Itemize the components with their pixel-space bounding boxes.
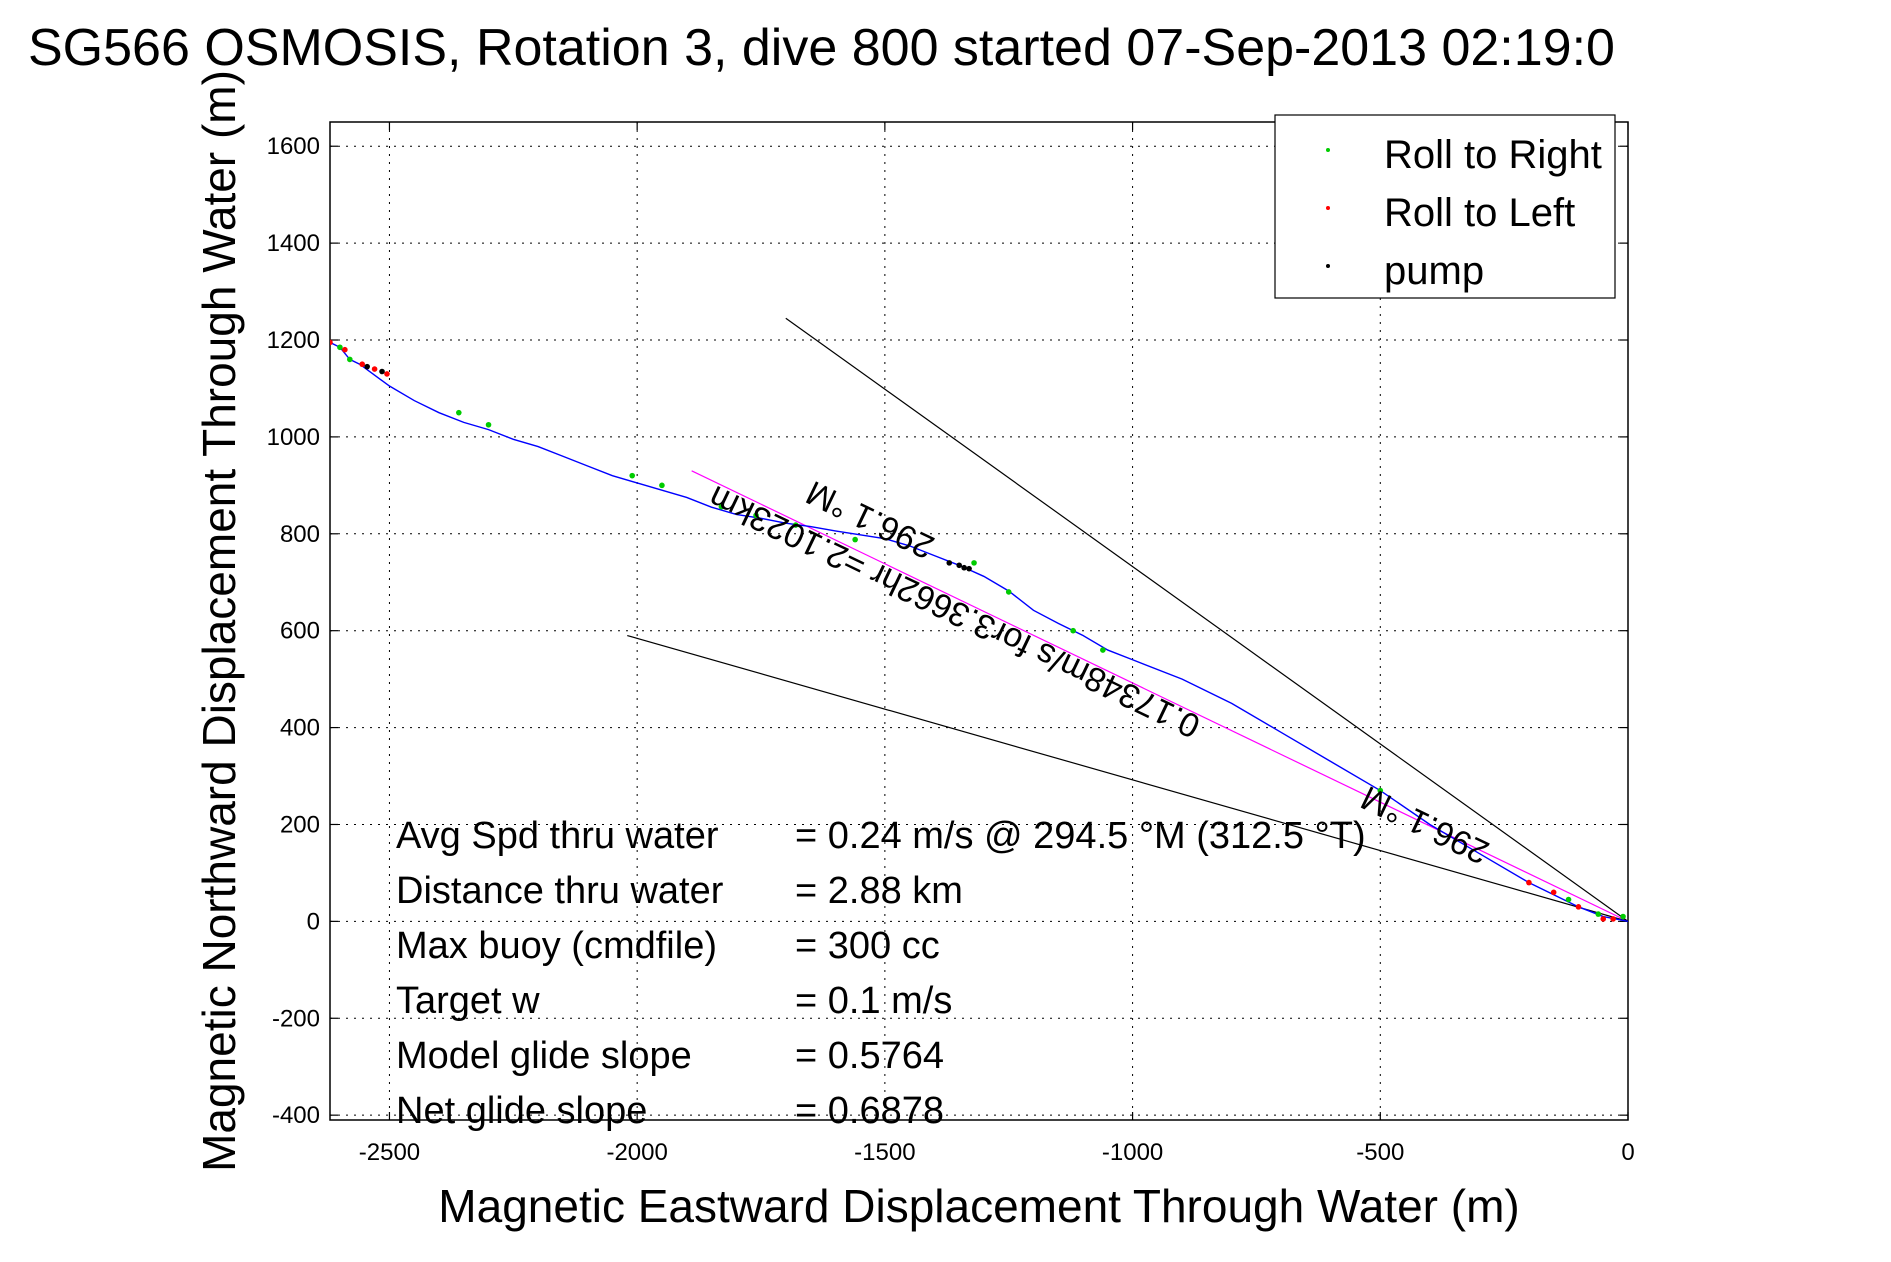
pump-point	[956, 562, 962, 569]
roll-right-point	[753, 512, 759, 519]
legend-roll-right-label: Roll to Right	[1384, 133, 1602, 177]
stat-value: = 0.6878	[795, 1090, 944, 1132]
track-line	[330, 341, 1628, 923]
roll-right-point	[1070, 627, 1076, 634]
pump-point	[946, 560, 953, 566]
stat-label: Avg Spd thru water	[396, 815, 719, 857]
x-tick-label: -2000	[606, 1139, 667, 1166]
stat-value: = 300 cc	[795, 925, 940, 967]
stat-value: = 2.88 km	[795, 870, 963, 912]
pump-point	[364, 363, 370, 370]
stat-value: = 0.24 m/s @ 294.5 °M (312.5 °T)	[795, 815, 1366, 857]
stats-block: Avg Spd thru water = 0.24 m/s @ 294.5 °M …	[396, 815, 1366, 1132]
reference-lines	[627, 317, 1628, 922]
roll-left-point	[359, 361, 366, 368]
roll-right-point	[337, 344, 343, 351]
roll-right-point	[1620, 913, 1626, 920]
roll-right-point	[1377, 787, 1384, 794]
x-tick-label: -1500	[854, 1139, 915, 1166]
roll-right-point	[1565, 896, 1572, 903]
roll-left-point	[342, 346, 348, 353]
y-tick-label: 400	[280, 715, 320, 742]
y-tick-label: 1400	[267, 230, 320, 257]
x-tick-label: -2500	[359, 1139, 420, 1166]
y-tick-label: 0	[307, 908, 320, 935]
reference-line-upper	[785, 317, 1628, 922]
legend-box	[1274, 114, 1616, 299]
roll-right-point	[1005, 589, 1012, 595]
y-tick-label: 1200	[267, 327, 320, 354]
x-tick-label: -500	[1356, 1139, 1404, 1166]
legend: Roll to Right Roll to Left pump	[1274, 114, 1616, 299]
pump-point	[966, 565, 972, 572]
reference-line-magenta	[691, 470, 1628, 922]
marker-layer	[330, 339, 1626, 922]
roll-left-point	[330, 339, 333, 346]
roll-right-point	[1100, 647, 1106, 653]
legend-pump-label: pump	[1384, 249, 1484, 293]
stat-label: Net glide slope	[396, 1090, 647, 1132]
track-layer	[330, 341, 1628, 923]
roll-right-point	[659, 482, 665, 489]
roll-right-point	[485, 421, 492, 428]
roll-left-point	[1550, 889, 1557, 896]
legend-pump-marker	[1326, 264, 1330, 268]
roll-right-point	[1595, 911, 1602, 917]
y-tick-label: 1600	[267, 133, 320, 160]
roll-right-point	[347, 356, 353, 363]
pump-point	[379, 368, 385, 375]
y-tick-label: -200	[272, 1005, 320, 1032]
stat-label: Distance thru water	[396, 870, 724, 912]
legend-roll-left-label: Roll to Left	[1384, 191, 1575, 235]
roll-left-point	[371, 366, 378, 372]
roll-right-point	[792, 522, 799, 528]
stat-label: Max buoy (cmdfile)	[396, 925, 717, 967]
chart-title: SG566 OSMOSIS, Rotation 3, dive 800 star…	[28, 19, 1615, 77]
y-tick-label: 1000	[267, 424, 320, 451]
roll-right-point	[456, 409, 462, 416]
roll-left-point	[1526, 879, 1532, 886]
x-tick-label: -1000	[1102, 1139, 1163, 1166]
roll-left-point	[384, 371, 390, 377]
roll-right-point	[718, 503, 725, 510]
legend-roll-right-marker	[1326, 148, 1330, 152]
stat-label: Model glide slope	[396, 1035, 692, 1077]
x-axis-ticks: -2500 -2000 -1500 -1000 -500 0	[359, 122, 1635, 1166]
roll-right-point	[852, 536, 858, 543]
stat-value: = 0.1 m/s	[795, 980, 952, 1022]
x-tick-label: 0	[1621, 1139, 1634, 1166]
pump-point	[961, 564, 967, 571]
legend-roll-left-marker	[1326, 206, 1330, 210]
y-axis-ticks: -400 -200 0 200 400 600 800 1000 1200 1400 1600	[267, 133, 1628, 1129]
roll-left-point	[1610, 916, 1616, 922]
x-axis-label: Magnetic Eastward Displacement Through W…	[438, 1180, 1519, 1232]
y-tick-label: 600	[280, 618, 320, 645]
y-tick-label: 200	[280, 811, 320, 838]
reference-line-lower	[627, 634, 1628, 922]
roll-left-point	[1600, 916, 1607, 922]
stat-value: = 0.5764	[795, 1035, 944, 1077]
y-tick-label: -400	[272, 1102, 320, 1129]
y-tick-label: 800	[280, 521, 320, 548]
y-axis-label: Magnetic Northward Displacement Through …	[193, 70, 245, 1172]
stat-label: Target w	[396, 980, 540, 1022]
roll-right-point	[971, 560, 977, 566]
roll-left-point	[1575, 904, 1582, 910]
roll-right-point	[629, 472, 636, 479]
